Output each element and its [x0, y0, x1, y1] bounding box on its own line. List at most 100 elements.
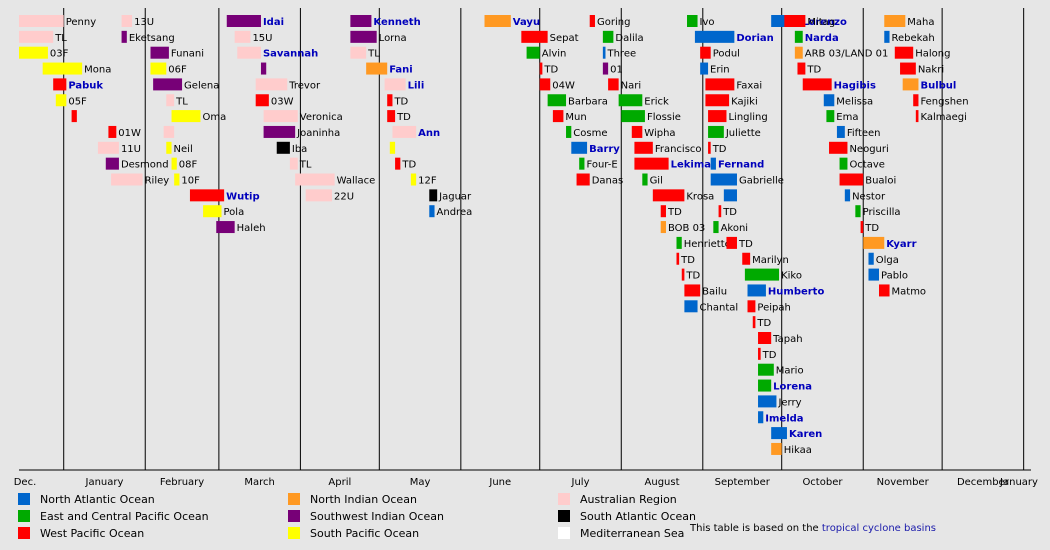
storm-label[interactable]: Imelda: [765, 413, 803, 424]
storm-bar[interactable]: [108, 125, 117, 138]
storm-bar[interactable]: [171, 157, 177, 170]
storm-bar[interactable]: [708, 110, 727, 123]
storm-label[interactable]: Humberto: [768, 286, 825, 297]
storm-bar[interactable]: [771, 442, 782, 455]
storm-bar[interactable]: [884, 15, 906, 27]
storm-bar[interactable]: [915, 110, 919, 123]
storm-bar[interactable]: [687, 15, 698, 27]
storm-bar[interactable]: [758, 379, 772, 392]
storm-bar[interactable]: [384, 78, 406, 91]
storm-bar[interactable]: [863, 236, 885, 249]
storm-bar[interactable]: [860, 221, 864, 234]
storm-bar[interactable]: [552, 110, 564, 123]
storm-bar[interactable]: [705, 78, 735, 91]
storm-bar[interactable]: [794, 46, 803, 59]
storm-bar[interactable]: [823, 94, 835, 107]
storm-bar[interactable]: [174, 173, 180, 186]
storm-bar[interactable]: [634, 157, 669, 170]
storm-bar[interactable]: [884, 30, 890, 43]
storm-bar[interactable]: [758, 395, 777, 408]
storm-bar[interactable]: [295, 173, 335, 186]
storm-bar[interactable]: [602, 62, 609, 75]
storm-bar[interactable]: [42, 62, 83, 75]
storm-bar[interactable]: [19, 15, 64, 27]
storm-bar[interactable]: [621, 110, 645, 123]
storm-label[interactable]: Fernand: [718, 160, 764, 171]
storm-bar[interactable]: [829, 141, 848, 154]
storm-label[interactable]: Dorian: [736, 33, 773, 44]
storm-bar[interactable]: [203, 205, 222, 218]
storm-bar[interactable]: [263, 110, 298, 123]
storm-bar[interactable]: [700, 62, 709, 75]
storm-bar[interactable]: [105, 157, 119, 170]
storm-bar[interactable]: [900, 62, 916, 75]
storm-bar[interactable]: [163, 125, 175, 138]
storm-bar[interactable]: [547, 94, 567, 107]
storm-bar[interactable]: [652, 189, 685, 202]
storm-label[interactable]: Karen: [789, 429, 822, 440]
storm-bar[interactable]: [111, 173, 143, 186]
storm-label[interactable]: Narda: [805, 33, 839, 44]
storm-bar[interactable]: [234, 30, 251, 43]
storm-bar[interactable]: [868, 268, 880, 281]
storm-bar[interactable]: [237, 46, 261, 59]
storm-bar[interactable]: [713, 221, 719, 234]
storm-label[interactable]: Savannah: [263, 49, 318, 60]
storm-bar[interactable]: [19, 30, 54, 43]
storm-bar[interactable]: [153, 78, 183, 91]
storm-bar[interactable]: [684, 300, 698, 313]
storm-bar[interactable]: [392, 125, 417, 138]
storm-bar[interactable]: [618, 94, 643, 107]
storm-bar[interactable]: [758, 332, 772, 344]
storm-bar[interactable]: [260, 62, 267, 75]
storm-bar[interactable]: [289, 157, 298, 170]
storm-bar[interactable]: [166, 141, 172, 154]
storm-label[interactable]: Kyarr: [886, 239, 916, 250]
storm-bar[interactable]: [758, 347, 761, 360]
storm-bar[interactable]: [631, 125, 643, 138]
storm-label[interactable]: Kenneth: [373, 17, 420, 28]
storm-label[interactable]: Lili: [408, 80, 425, 91]
storm-bar[interactable]: [684, 284, 701, 297]
storm-bar[interactable]: [705, 94, 730, 107]
storm-bar[interactable]: [566, 125, 572, 138]
storm-bar[interactable]: [752, 316, 756, 329]
storm-bar[interactable]: [526, 46, 540, 59]
storm-bar[interactable]: [97, 141, 119, 154]
storm-bar[interactable]: [894, 46, 914, 59]
storm-bar[interactable]: [681, 268, 685, 281]
storm-bar[interactable]: [305, 189, 332, 202]
storm-bar[interactable]: [758, 411, 764, 424]
storm-bar[interactable]: [742, 252, 751, 265]
storm-bar[interactable]: [802, 78, 832, 91]
storm-bar[interactable]: [395, 157, 401, 170]
storm-bar[interactable]: [710, 173, 737, 186]
storm-bar[interactable]: [571, 141, 588, 154]
storm-bar[interactable]: [694, 30, 735, 43]
storm-label[interactable]: Vayu: [513, 17, 540, 28]
storm-bar[interactable]: [676, 252, 680, 265]
storm-label[interactable]: Hagibis: [834, 80, 876, 91]
storm-bar[interactable]: [589, 15, 595, 27]
storm-bar[interactable]: [747, 300, 756, 313]
storm-bar[interactable]: [771, 427, 787, 440]
storm-bar[interactable]: [879, 284, 890, 297]
storm-bar[interactable]: [868, 252, 874, 265]
storm-bar[interactable]: [53, 78, 67, 91]
storm-label[interactable]: Wutip: [226, 191, 260, 202]
storm-bar[interactable]: [121, 30, 127, 43]
basins-link[interactable]: tropical cyclone basins: [821, 523, 937, 534]
storm-bar[interactable]: [758, 363, 774, 376]
storm-bar[interactable]: [826, 110, 835, 123]
storm-label[interactable]: Ann: [418, 128, 440, 139]
storm-label[interactable]: Lorenzo: [802, 17, 847, 28]
storm-bar[interactable]: [576, 173, 590, 186]
storm-bar[interactable]: [255, 78, 288, 91]
storm-bar[interactable]: [839, 173, 864, 186]
storm-label[interactable]: Lorena: [773, 382, 812, 393]
storm-bar[interactable]: [579, 157, 585, 170]
storm-bar[interactable]: [839, 157, 848, 170]
storm-bar[interactable]: [216, 221, 235, 234]
storm-bar[interactable]: [723, 189, 737, 202]
storm-bar[interactable]: [602, 30, 614, 43]
